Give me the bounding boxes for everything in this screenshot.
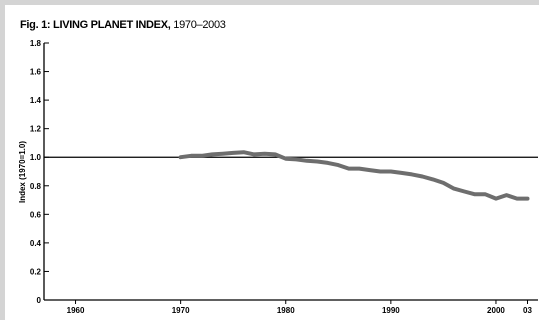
x-tick-label: 2000 (487, 306, 505, 315)
y-tick-label: 1.6 (30, 68, 42, 77)
data-point (316, 160, 319, 163)
data-point (411, 173, 413, 176)
y-tick-label: 0 (37, 296, 42, 305)
data-point (263, 152, 266, 155)
series-layer (178, 150, 530, 201)
y-tick-label: 0.4 (30, 239, 42, 248)
ticks: 0 0.2 0.4 0.6 0.8 1.0 1.2 1.4 1.6 1.8 1960 1970 1980… (30, 39, 533, 315)
x-tick-label: 1970 (172, 306, 190, 315)
axes (43, 43, 538, 301)
y-tick-label: 0.8 (30, 182, 42, 191)
y-axis-label: Index (1970=1.0) (18, 141, 27, 203)
x-tick-label: 1960 (67, 306, 85, 315)
data-point (284, 157, 287, 160)
data-point (432, 178, 434, 181)
y-tick-label: 1.8 (30, 39, 42, 48)
x-tick-label: 1990 (382, 306, 400, 315)
data-point (253, 153, 255, 156)
data-point (242, 151, 245, 153)
data-point (190, 155, 192, 157)
data-point (390, 170, 392, 173)
data-point (306, 160, 308, 162)
data-point (421, 175, 424, 178)
data-point (505, 194, 508, 196)
data-point (200, 155, 203, 157)
data-point (232, 152, 234, 154)
y-tick-label: 1.4 (30, 96, 42, 105)
data-point (179, 156, 182, 158)
chart-title-main: Fig. 1: LIVING PLANET INDEX, (20, 19, 171, 31)
data-point (295, 158, 298, 161)
y-tick-label: 0.6 (30, 210, 42, 219)
data-point (453, 187, 455, 190)
x-tick-label: 03 (523, 306, 532, 315)
y-tick-label: 1.2 (30, 125, 42, 134)
data-point (474, 193, 476, 196)
data-point (211, 153, 213, 156)
data-point (221, 152, 224, 155)
x-tick-label: 1980 (277, 306, 295, 315)
data-point (526, 197, 529, 200)
data-point (337, 164, 340, 166)
data-point (516, 197, 518, 200)
data-point (484, 193, 487, 196)
chart-title: Fig. 1: LIVING PLANET INDEX, 1970–2003 (20, 19, 226, 31)
data-point (400, 172, 403, 174)
data-point (442, 182, 445, 184)
data-point (348, 167, 350, 170)
data-point (495, 197, 497, 200)
y-tick-label: 1.0 (30, 153, 42, 162)
chart-panel: Fig. 1: LIVING PLANET INDEX, 1970–2003 (5, 5, 539, 320)
data-point (369, 169, 371, 171)
y-tick-label: 0.2 (30, 267, 42, 276)
series-line (178, 150, 530, 201)
data-point (463, 190, 466, 193)
data-point (327, 162, 329, 164)
data-point (358, 167, 361, 170)
data-point (379, 170, 382, 173)
data-point (274, 153, 277, 156)
chart-title-range: 1970–2003 (173, 19, 226, 31)
